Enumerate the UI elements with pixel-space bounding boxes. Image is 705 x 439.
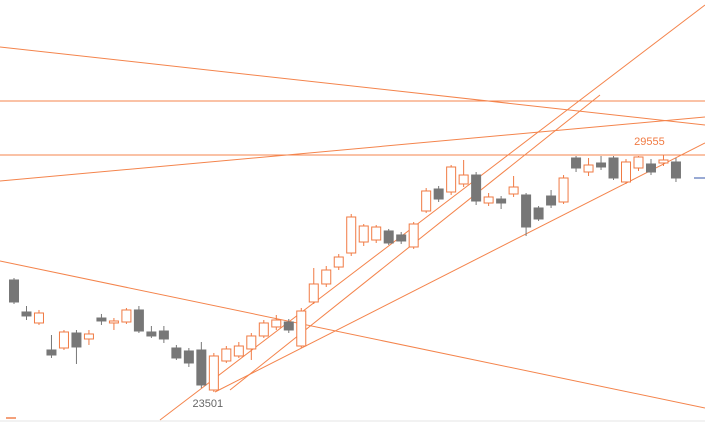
candle-body (546, 195, 557, 206)
candle-body (346, 216, 357, 254)
candle-body (608, 157, 619, 179)
candle-body (645, 163, 656, 173)
candle-body (233, 345, 244, 357)
low-label: 23501 (193, 398, 224, 410)
candle-body (371, 226, 382, 241)
candle-body (383, 230, 394, 244)
trend-line (0, 46, 705, 126)
candle-body (58, 331, 69, 349)
candle-body (333, 256, 344, 268)
candle-body (9, 279, 19, 303)
trend-line (214, 142, 705, 393)
candle-body (121, 309, 132, 323)
candle-body (396, 234, 407, 242)
candle-body (633, 156, 644, 169)
candle-body (408, 223, 419, 248)
candle-body (583, 164, 594, 173)
candle-body (171, 347, 182, 359)
candle-body (558, 177, 569, 203)
candle-body (108, 320, 119, 324)
candle-body (158, 330, 169, 340)
candle-body (670, 161, 681, 179)
candle-body (196, 349, 207, 386)
candle-body (221, 348, 232, 362)
candle-body (483, 196, 494, 204)
candle-body (271, 319, 282, 328)
candle-body (146, 331, 157, 337)
candle-body (321, 269, 332, 285)
candle-body (596, 162, 607, 168)
candle-body (308, 283, 319, 303)
candle-body (96, 317, 107, 322)
candle-body (296, 310, 307, 347)
candle-body (421, 190, 432, 212)
candle-body (521, 194, 532, 228)
candle-body (471, 174, 482, 202)
candle-body (183, 350, 194, 364)
candle-body (208, 355, 219, 391)
candle-body (571, 157, 582, 169)
candle-body (621, 161, 632, 183)
high-label: 29555 (634, 136, 665, 148)
candle-body (246, 335, 257, 350)
trend-line (0, 116, 705, 182)
candle-body (508, 186, 519, 195)
candle-body (658, 159, 669, 164)
candle-body (71, 332, 82, 348)
trend-line (0, 260, 705, 409)
candle-body (358, 225, 369, 243)
candle-body (496, 198, 507, 204)
candle-body (83, 333, 94, 340)
candle-body (258, 322, 269, 337)
candle-body (133, 309, 144, 332)
candle-body (533, 207, 544, 220)
candle-body (433, 188, 444, 200)
candle-body (46, 349, 57, 356)
candle-body (33, 312, 44, 324)
trend-lines (0, 4, 705, 421)
candle-body (446, 166, 457, 193)
candle-body (283, 321, 294, 331)
candles (9, 155, 681, 393)
trend-line (159, 4, 705, 421)
candle-body (458, 174, 469, 185)
candle-body (21, 311, 32, 317)
